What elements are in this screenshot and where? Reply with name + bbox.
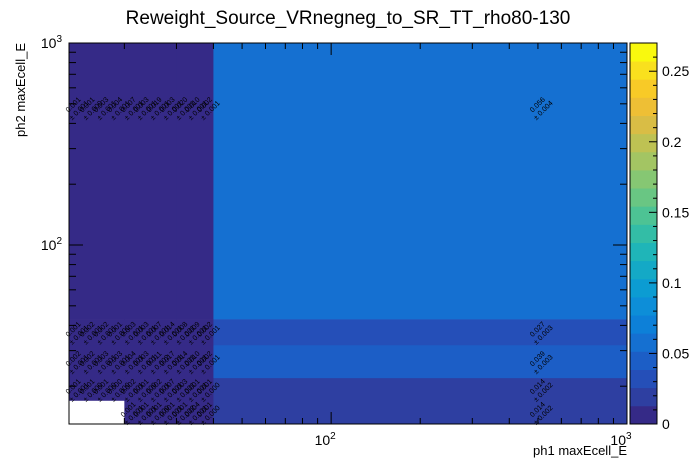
heatmap-cells — [69, 43, 628, 425]
heatmap-cell — [124, 319, 177, 346]
heatmap-cell — [69, 377, 125, 401]
y-axis-label: ph2 maxEcell_E — [13, 43, 28, 137]
color-bar: 0 0.05 0.1 0.15 0.2 0.25 — [629, 42, 689, 432]
heatmap-cell — [176, 400, 214, 425]
heatmap-cell — [69, 344, 125, 379]
colorbar-tick-label: 0.2 — [662, 134, 682, 150]
heatmap-cell — [176, 319, 214, 346]
colorbar-segment — [630, 188, 657, 207]
colorbar-tick-label: 0.05 — [662, 345, 689, 361]
colorbar-segment — [630, 242, 657, 262]
colorbar-segment — [630, 97, 657, 116]
y-axis: 102 103 — [41, 34, 627, 387]
chart-title: Reweight_Source_VRnegneg_to_SR_TT_rho80-… — [126, 8, 571, 29]
heatmap-cell — [213, 344, 628, 379]
heatmap-cell — [124, 344, 177, 379]
colorbar-segment — [630, 79, 657, 98]
heatmap-cell — [213, 377, 628, 401]
y-tick-label: 103 — [41, 34, 63, 51]
colorbar-segment — [630, 333, 657, 352]
colorbar-segment — [630, 224, 657, 243]
heatmap-cell — [213, 319, 628, 346]
plot-frame — [68, 42, 628, 425]
colorbar-segment — [630, 151, 657, 171]
x-axis-label: ph1 maxEcell_E — [533, 443, 627, 458]
colorbar-tick-label: 0.15 — [662, 204, 689, 220]
colorbar-segment — [630, 315, 657, 334]
y-tick-label: 102 — [41, 236, 63, 253]
heatmap-cell — [176, 344, 214, 379]
x-axis: 102 103 — [123, 43, 632, 448]
heatmap-cell — [176, 43, 214, 320]
heatmap-cell — [69, 319, 125, 346]
x-tick-label: 103 — [610, 431, 632, 448]
colorbar-segment — [630, 369, 657, 389]
heatmap-cell — [69, 43, 125, 320]
colorbar-segment — [630, 206, 657, 225]
colorbar-segment — [630, 278, 657, 298]
colorbar-segment — [630, 297, 657, 316]
colorbar-segment — [630, 260, 657, 280]
colorbar-frame — [629, 42, 658, 425]
colorbar-segment — [630, 387, 657, 407]
colorbar-segment — [630, 351, 657, 370]
colorbar-segment — [630, 133, 657, 153]
colorbar-tick-label: 0.1 — [662, 275, 682, 291]
colorbar-segment — [630, 43, 657, 62]
heatmap-cell — [176, 377, 214, 401]
colorbar-segment — [630, 405, 657, 425]
x-tick-label: 102 — [315, 431, 337, 448]
heatmap-cell — [124, 400, 177, 425]
heatmap-cell — [213, 400, 628, 425]
heatmap-cell — [213, 43, 628, 320]
colorbar-segment — [630, 115, 657, 135]
heatmap-cell — [124, 377, 177, 401]
colorbar-segment — [630, 61, 657, 80]
colorbar-segment — [630, 170, 657, 189]
colorbar-tick-label: 0.25 — [662, 63, 689, 79]
colorbar-tick-label: 0 — [662, 416, 670, 432]
heatmap-cell — [124, 43, 177, 320]
